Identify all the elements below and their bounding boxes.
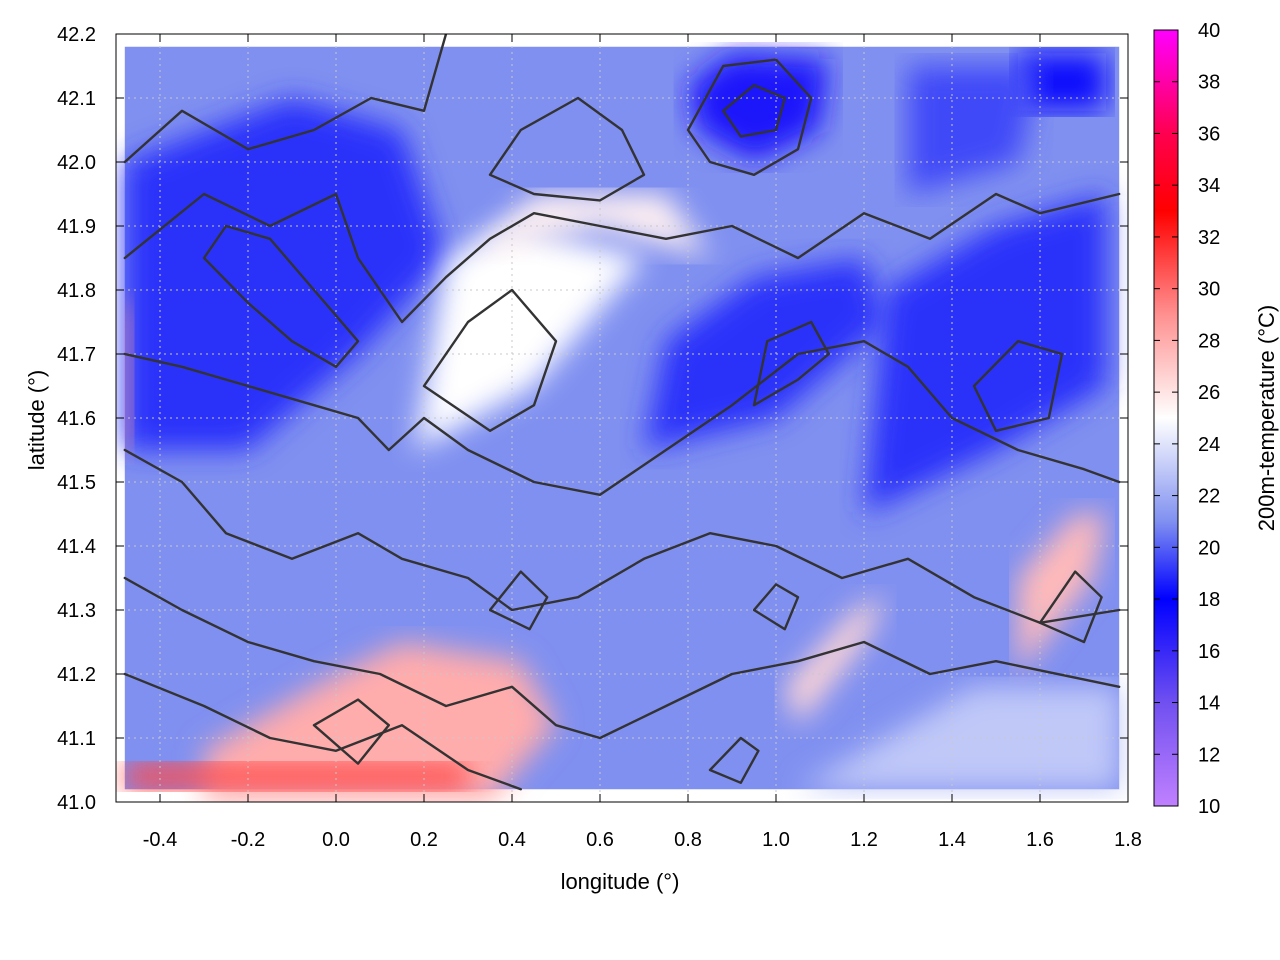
x-tick-label: -0.2 xyxy=(231,829,265,851)
contour-line-10 xyxy=(752,320,830,407)
y-tick-label: 41.4 xyxy=(57,536,96,558)
colorbar-tick-label: 10 xyxy=(1198,796,1220,818)
colorbar-tick-label: 34 xyxy=(1198,175,1220,197)
colorbar-tick-label: 16 xyxy=(1198,641,1220,663)
colorbar-tick-label: 24 xyxy=(1198,434,1220,456)
contour-line-0 xyxy=(123,34,448,164)
colorbar-tick-label: 22 xyxy=(1198,486,1220,508)
x-tick-label: 1.2 xyxy=(850,829,878,851)
contour-line-16 xyxy=(488,570,549,631)
y-tick-label: 41.8 xyxy=(57,280,96,302)
contour-line-9 xyxy=(202,224,360,368)
colorbar-tick-label: 28 xyxy=(1198,330,1220,352)
heat-region-south-warm-patch xyxy=(204,642,556,802)
y-tick-label: 41.5 xyxy=(57,472,96,494)
heat-region-coastal-warm-strip xyxy=(784,597,886,726)
x-tick-label: -0.4 xyxy=(143,829,177,851)
x-tick-label: 0.8 xyxy=(674,829,702,851)
colorbar-tick-label: 20 xyxy=(1198,537,1220,559)
colorbar xyxy=(1153,29,1179,807)
y-tick-label: 41.3 xyxy=(57,600,96,622)
y-tick-label: 42.0 xyxy=(57,152,96,174)
x-tick-label: 1.0 xyxy=(762,829,790,851)
grid-lines xyxy=(116,34,1128,802)
contour-line-14 xyxy=(752,583,800,631)
colorbar-tick-label: 14 xyxy=(1198,693,1220,715)
contour-line-8 xyxy=(488,96,646,202)
heat-region-southwest-warm-corner xyxy=(124,763,469,790)
y-tick-label: 42.2 xyxy=(57,24,96,46)
x-tick-label: 1.4 xyxy=(938,829,966,851)
contour-line-13 xyxy=(1038,570,1103,644)
colorbar-tick-label: 12 xyxy=(1198,744,1220,766)
x-axis-title: longitude (°) xyxy=(561,869,680,894)
colorbar-tick-label: 36 xyxy=(1198,123,1220,145)
y-tick-label: 41.0 xyxy=(57,792,96,814)
x-tick-label: 0.4 xyxy=(498,829,526,851)
heat-region-northeast-cool-zone xyxy=(908,66,1040,194)
heat-region-southeast-sea xyxy=(798,686,1120,790)
y-axis: 41.0 41.1 41.2 41.3 41.4 41.5 41.6 41.7 41.8 41.9… xyxy=(57,24,1128,814)
x-axis: -0.4 -0.2 0.0 0.2 0.4 0.6 0.8 1.0 1.2 1.4 1.6 1.8 xyxy=(143,34,1142,851)
y-tick-label: 41.7 xyxy=(57,344,96,366)
x-tick-label: 0.6 xyxy=(586,829,614,851)
contour-line-6 xyxy=(686,58,813,176)
heat-region-central-warm-band xyxy=(415,226,644,450)
heat-region-east-cool-zone xyxy=(864,194,1106,514)
y-tick-label: 41.2 xyxy=(57,664,96,686)
x-tick-label: 1.8 xyxy=(1114,829,1142,851)
contour-line-7 xyxy=(722,84,786,138)
y-tick-label: 41.6 xyxy=(57,408,96,430)
colorbar-tick-label: 38 xyxy=(1198,72,1220,94)
temperature-heatmap xyxy=(124,46,1120,802)
y-tick-label: 41.1 xyxy=(57,728,96,750)
heat-region-west-edge-warm-strip xyxy=(124,302,134,450)
x-tick-label: 1.6 xyxy=(1026,829,1054,851)
colorbar-tick-label: 18 xyxy=(1198,589,1220,611)
y-axis-title: latitude (°) xyxy=(24,370,49,471)
contour-line-15 xyxy=(312,698,390,765)
colorbar-title: 200m-temperature (°C) xyxy=(1254,305,1279,531)
colorbar-ticks: 10 12 14 16 18 20 22 24 26 28 30 32 34 36 38 40 xyxy=(1154,20,1220,818)
colorbar-tick-label: 40 xyxy=(1198,20,1220,42)
contour-lines xyxy=(123,34,1121,791)
y-tick-label: 42.1 xyxy=(57,88,96,110)
contour-line-1 xyxy=(123,192,1121,324)
contour-line-4 xyxy=(123,576,1121,740)
contour-line-5 xyxy=(123,672,522,791)
y-tick-label: 41.9 xyxy=(57,216,96,238)
heat-region-north-warm-band xyxy=(468,194,710,258)
heat-region-northeast-cold-core xyxy=(1018,53,1106,111)
contour-line-12 xyxy=(972,340,1064,432)
x-tick-label: 0.0 xyxy=(322,829,350,851)
x-tick-label: 0.2 xyxy=(410,829,438,851)
contour-line-17 xyxy=(708,736,760,784)
colorbar-tick-label: 30 xyxy=(1198,279,1220,301)
heat-region-northwest-cool-zone xyxy=(124,98,447,450)
contour-line-11 xyxy=(422,288,558,432)
contour-line-2 xyxy=(123,340,1121,496)
colorbar-tick-label: 32 xyxy=(1198,227,1220,249)
contour-line-3 xyxy=(123,448,1121,624)
colorbar-tick-label: 26 xyxy=(1198,382,1220,404)
